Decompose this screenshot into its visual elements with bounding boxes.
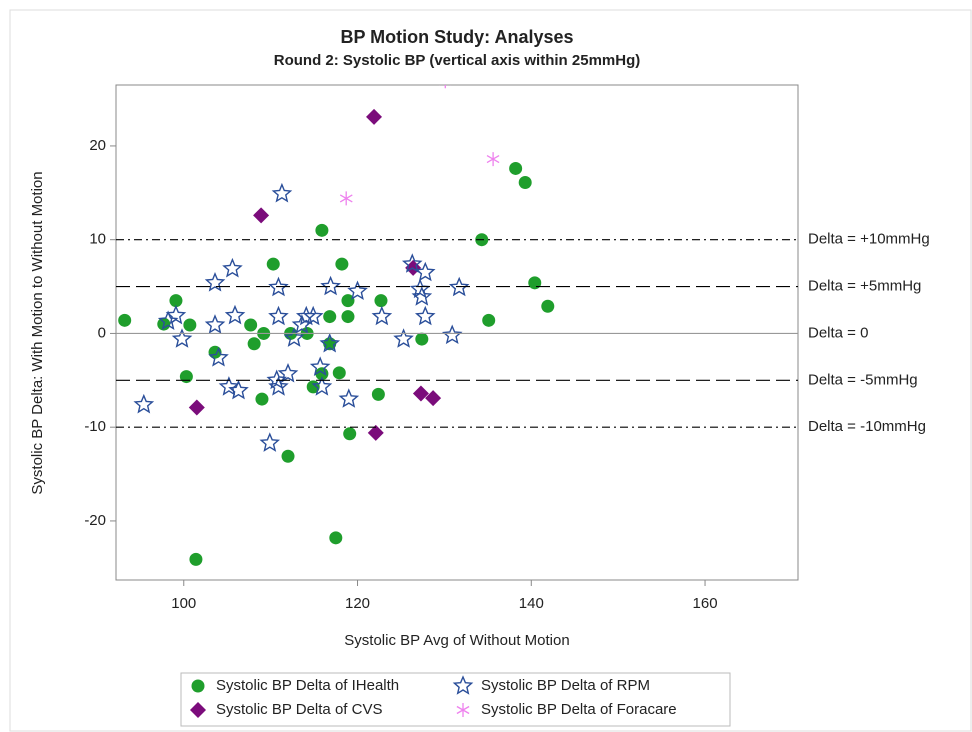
point: [518, 176, 532, 189]
point: [425, 390, 442, 407]
x-tick-label: 140: [519, 595, 544, 612]
point: [541, 299, 555, 313]
point: [339, 191, 353, 206]
point: [259, 432, 281, 452]
point: [311, 376, 333, 396]
point: [371, 305, 393, 326]
point: [189, 552, 203, 566]
legend-marker: [456, 703, 470, 717]
point: [415, 332, 429, 346]
y-tick-label: -10: [84, 418, 106, 435]
x-tick-label: 160: [693, 595, 718, 612]
point: [283, 327, 305, 347]
reference-label: Delta = 0: [808, 324, 868, 341]
point: [255, 392, 269, 406]
y-tick-label: 20: [89, 137, 106, 154]
point: [171, 328, 193, 348]
plot-marks: [118, 85, 555, 566]
y-tick-label: 0: [98, 324, 106, 341]
point: [133, 393, 155, 414]
reference-label: Delta = -5mmHg: [808, 371, 918, 388]
point: [411, 286, 433, 306]
x-tick-label: 120: [345, 595, 370, 612]
point: [268, 276, 289, 297]
point: [439, 85, 452, 89]
point: [335, 257, 349, 271]
point: [247, 337, 261, 351]
legend: [180, 672, 731, 727]
point: [204, 314, 226, 334]
point: [204, 271, 226, 292]
legend-label: Systolic BP Delta of Foracare: [481, 701, 677, 718]
chart-subtitle: Round 2: Systolic BP (vertical axis with…: [274, 52, 640, 69]
point: [393, 328, 414, 348]
point: [482, 313, 496, 327]
point: [528, 276, 542, 290]
legend-label: Systolic BP Delta of IHealth: [216, 677, 399, 694]
y-axis-label: Systolic BP Delta: With Motion to Withou…: [29, 171, 46, 494]
legend-marker: [191, 679, 205, 693]
plot-area: [115, 84, 799, 581]
y-tick-label: 10: [89, 231, 106, 248]
reference-label: Delta = -10mmHg: [808, 418, 926, 435]
point: [165, 304, 187, 325]
point: [486, 152, 500, 167]
chart-title: BP Motion Study: Analyses: [340, 27, 573, 47]
point: [208, 346, 229, 367]
point: [266, 257, 280, 271]
point: [332, 366, 346, 380]
point: [157, 310, 179, 330]
point: [347, 280, 368, 300]
frame: [9, 9, 972, 732]
point: [401, 253, 423, 273]
point: [448, 276, 470, 297]
point: [271, 182, 293, 203]
point: [338, 388, 360, 408]
reference-label: Delta = +5mmHg: [808, 278, 921, 295]
point: [343, 427, 357, 441]
point: [323, 310, 337, 324]
point: [118, 313, 132, 327]
point: [244, 318, 258, 332]
point: [224, 304, 246, 325]
point: [268, 305, 289, 326]
legend-marker: [452, 675, 474, 695]
point: [414, 305, 436, 326]
point: [319, 332, 341, 353]
x-axis-label: Systolic BP Avg of Without Motion: [344, 632, 569, 649]
legend-label: Systolic BP Delta of CVS: [216, 701, 382, 718]
point: [222, 257, 243, 278]
point: [414, 261, 436, 282]
point: [329, 531, 343, 545]
point: [188, 399, 205, 416]
point: [309, 356, 331, 377]
point: [183, 318, 197, 332]
point: [218, 376, 240, 396]
point: [412, 385, 429, 402]
point: [509, 161, 523, 175]
point: [441, 324, 463, 345]
x-tick-label: 100: [171, 595, 196, 612]
legend-label: Systolic BP Delta of RPM: [481, 677, 650, 694]
point: [341, 310, 355, 324]
point: [374, 294, 388, 308]
point: [302, 305, 324, 326]
point: [320, 275, 341, 296]
point: [341, 294, 355, 308]
point: [179, 370, 193, 384]
point: [228, 379, 249, 400]
point: [253, 207, 270, 224]
reference-label: Delta = +10mmHg: [808, 231, 930, 248]
y-tick-label: -20: [84, 512, 106, 529]
point: [366, 108, 383, 125]
point: [367, 424, 384, 441]
point: [295, 305, 317, 326]
point: [169, 294, 183, 308]
point: [371, 387, 385, 401]
point: [277, 362, 299, 383]
point: [281, 449, 295, 463]
legend-marker: [190, 702, 206, 718]
point: [315, 223, 329, 237]
